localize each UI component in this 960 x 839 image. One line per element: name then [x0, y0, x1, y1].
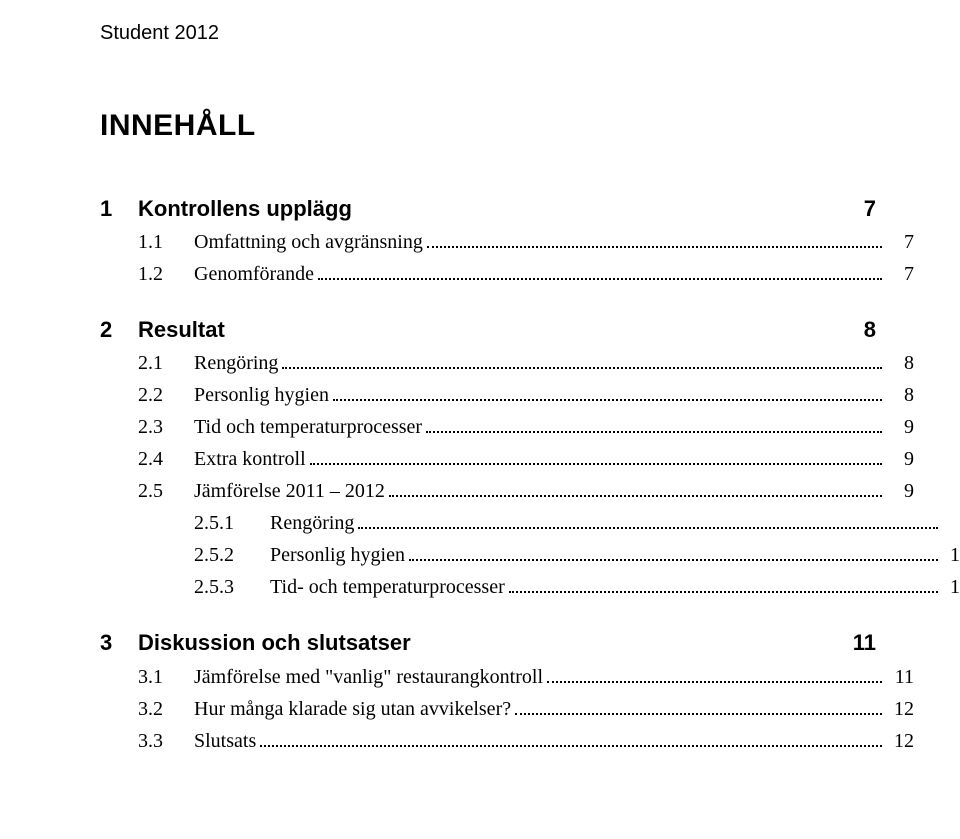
toc-page: 8: [848, 312, 876, 347]
toc-label: Jämförelse med "vanlig" restaurangkontro…: [194, 661, 543, 693]
toc-entry-sub: 3.1 Jämförelse med "vanlig" restaurangko…: [100, 661, 914, 693]
toc-page: 7: [886, 258, 914, 290]
toc-label: Tid och temperaturprocesser: [194, 411, 422, 443]
toc-page: 10: [942, 539, 960, 571]
toc-number: 2.4: [138, 443, 194, 475]
toc-leader: [409, 541, 938, 561]
toc-number: 2.5.2: [194, 539, 270, 571]
toc-label: Rengöring: [270, 507, 354, 539]
toc-number: 2.5: [138, 475, 194, 507]
toc-page: 11: [886, 661, 914, 693]
toc-title: INNEHÅLL: [100, 109, 876, 143]
toc-number: 1.2: [138, 258, 194, 290]
toc-leader: [426, 413, 882, 433]
toc-page: 12: [886, 693, 914, 725]
toc-leader: [415, 632, 844, 650]
toc-number: 2.5.1: [194, 507, 270, 539]
toc-leader: [333, 381, 882, 401]
toc-label: Extra kontroll: [194, 443, 306, 475]
toc-page: 12: [886, 725, 914, 757]
toc-number: 2.5.3: [194, 571, 270, 603]
toc-number: 3.2: [138, 693, 194, 725]
toc-entry-sub: 3.3 Slutsats 12: [100, 725, 914, 757]
toc-page: 11: [848, 625, 876, 660]
toc-leader: [356, 198, 844, 216]
toc-number: 2.2: [138, 379, 194, 411]
toc-entry-sub: 2.3 Tid och temperaturprocesser 9: [100, 411, 914, 443]
toc-label: Genomförande: [194, 258, 314, 290]
toc-label: Personlig hygien: [194, 379, 329, 411]
toc-entry-top: 2 Resultat 8: [100, 312, 876, 347]
toc-page: 9: [886, 475, 914, 507]
toc-label: Tid- och temperaturprocesser: [270, 571, 505, 603]
toc-label: Rengöring: [194, 347, 278, 379]
toc-page: 9: [886, 411, 914, 443]
toc-page: 10: [942, 571, 960, 603]
toc-label: Personlig hygien: [270, 539, 405, 571]
running-header: Student 2012: [100, 22, 876, 45]
toc-leader: [318, 260, 882, 280]
toc-number: 2: [100, 312, 138, 347]
toc-entry-subsub: 2.5.3 Tid- och temperaturprocesser 10: [100, 571, 960, 603]
toc-leader: [358, 509, 938, 529]
toc-page: 9: [886, 443, 914, 475]
toc-leader: [509, 573, 938, 593]
toc-page: 7: [886, 226, 914, 258]
toc-entry-subsub: 2.5.2 Personlig hygien 10: [100, 539, 960, 571]
toc-entry-top: 3 Diskussion och slutsatser 11: [100, 625, 876, 660]
toc-section: 3 Diskussion och slutsatser 11 3.1 Jämfö…: [100, 625, 876, 756]
toc-entry-sub: 2.2 Personlig hygien 8: [100, 379, 914, 411]
toc-section: 1 Kontrollens upplägg 7 1.1 Omfattning o…: [100, 191, 876, 290]
toc-leader: [260, 727, 882, 747]
toc-entry-sub: 2.1 Rengöring 8: [100, 347, 914, 379]
toc-number: 2.3: [138, 411, 194, 443]
toc-entry-sub: 3.2 Hur många klarade sig utan avvikelse…: [100, 693, 914, 725]
toc-label: Jämförelse 2011 – 2012: [194, 475, 385, 507]
page: Student 2012 INNEHÅLL 1 Kontrollens uppl…: [0, 0, 960, 839]
toc-leader: [310, 445, 882, 465]
toc-page: 9: [942, 507, 960, 539]
toc-entry-top: 1 Kontrollens upplägg 7: [100, 191, 876, 226]
toc-label: Hur många klarade sig utan avvikelser?: [194, 693, 511, 725]
toc-page: 8: [886, 379, 914, 411]
toc-entry-sub: 1.2 Genomförande 7: [100, 258, 914, 290]
toc-number: 3: [100, 625, 138, 660]
toc-section: 2 Resultat 8 2.1 Rengöring 8 2.2 Personl…: [100, 312, 876, 603]
toc-entry-sub: 1.1 Omfattning och avgränsning 7: [100, 226, 914, 258]
table-of-contents: 1 Kontrollens upplägg 7 1.1 Omfattning o…: [100, 191, 876, 757]
toc-entry-sub: 2.4 Extra kontroll 9: [100, 443, 914, 475]
toc-number: 2.1: [138, 347, 194, 379]
toc-entry-subsub: 2.5.1 Rengöring 9: [100, 507, 960, 539]
toc-page: 7: [848, 191, 876, 226]
toc-page: 8: [886, 347, 914, 379]
toc-label: Slutsats: [194, 725, 256, 757]
toc-leader: [229, 319, 844, 337]
toc-number: 1.1: [138, 226, 194, 258]
toc-number: 3.1: [138, 661, 194, 693]
toc-leader: [427, 228, 882, 248]
toc-leader: [389, 477, 882, 497]
toc-number: 1: [100, 191, 138, 226]
toc-label: Diskussion och slutsatser: [138, 625, 411, 660]
toc-leader: [547, 663, 882, 683]
toc-leader: [515, 695, 882, 715]
toc-number: 3.3: [138, 725, 194, 757]
toc-label: Omfattning och avgränsning: [194, 226, 423, 258]
toc-entry-sub: 2.5 Jämförelse 2011 – 2012 9: [100, 475, 914, 507]
toc-leader: [282, 349, 882, 369]
toc-label: Resultat: [138, 312, 225, 347]
toc-label: Kontrollens upplägg: [138, 191, 352, 226]
